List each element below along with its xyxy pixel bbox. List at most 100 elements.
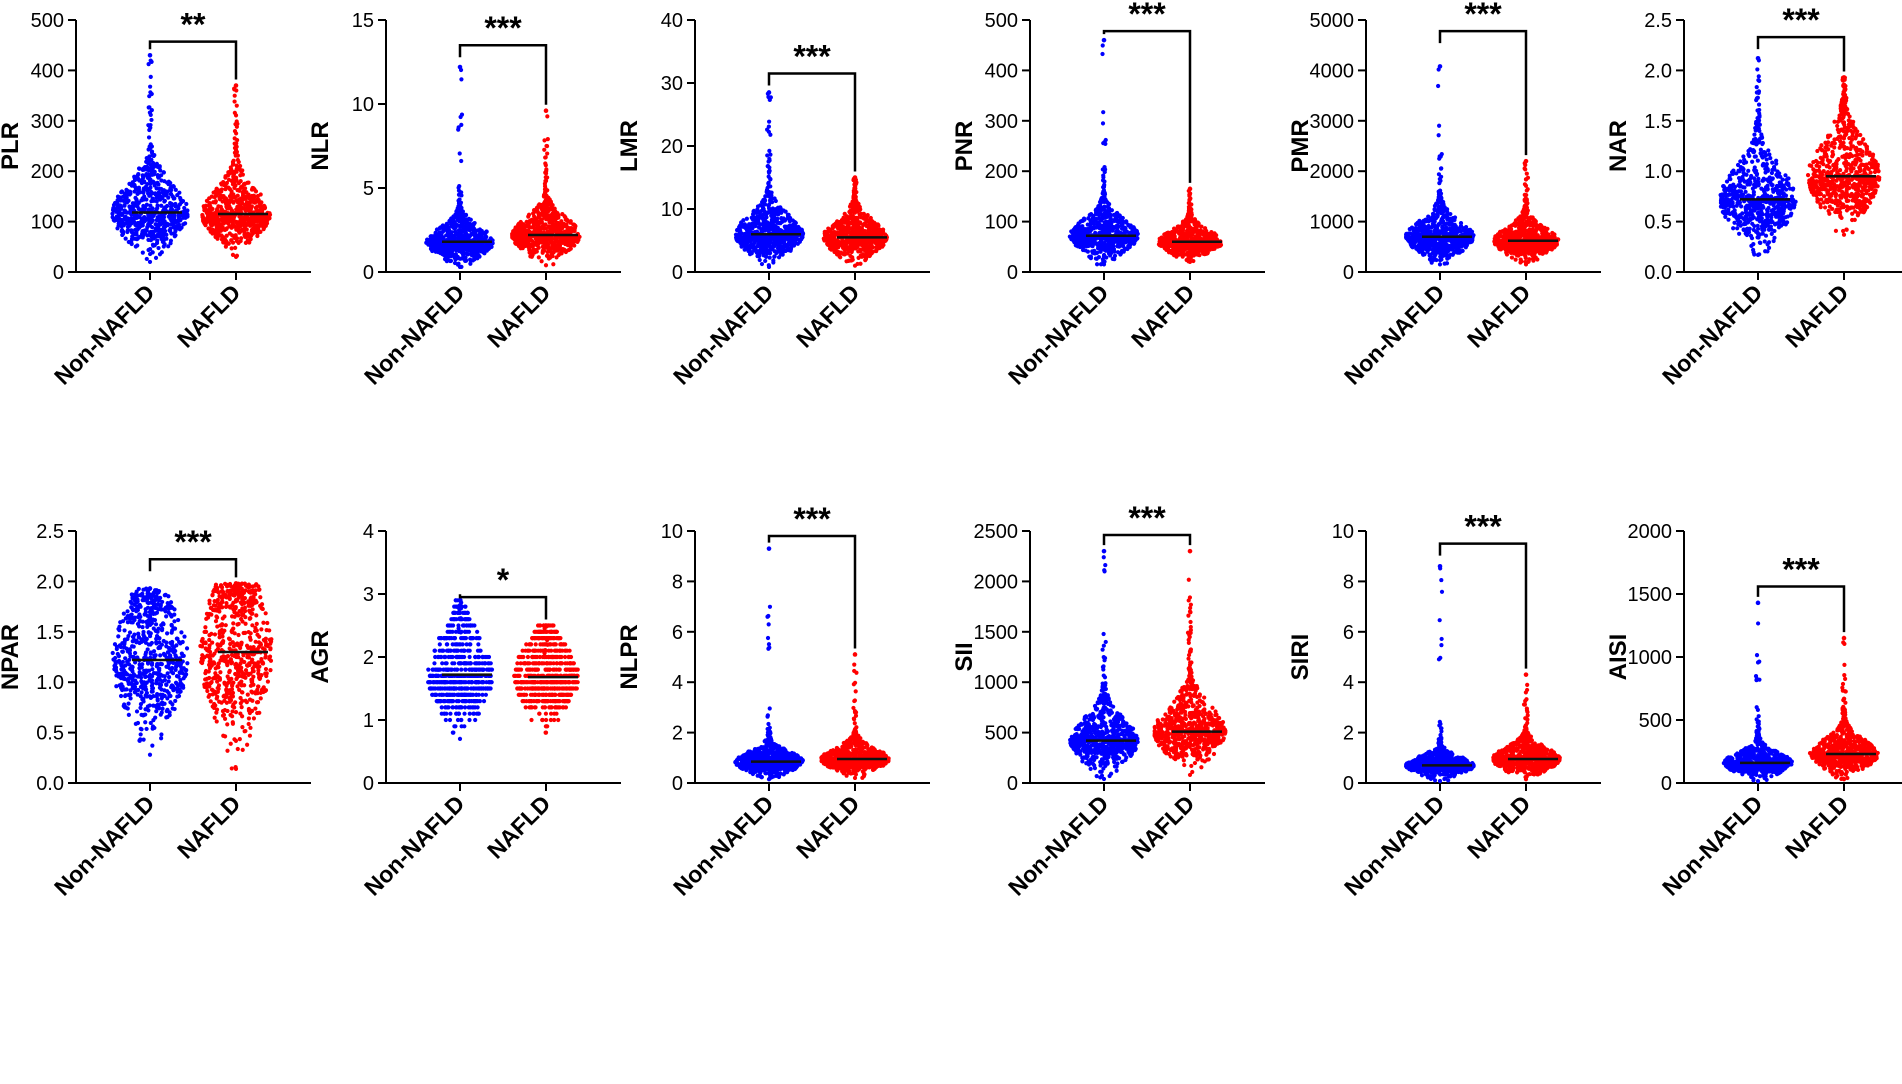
data-point xyxy=(136,190,141,195)
data-point xyxy=(562,247,567,252)
data-point xyxy=(217,197,223,202)
data-point xyxy=(779,217,784,222)
data-point xyxy=(232,93,237,98)
data-point xyxy=(219,193,224,198)
data-point xyxy=(141,190,146,195)
data-point xyxy=(460,221,465,227)
data-point xyxy=(752,240,757,245)
data-point xyxy=(775,225,780,230)
data-point xyxy=(526,239,531,244)
data-point xyxy=(758,244,763,249)
data-point xyxy=(539,207,545,212)
data-point xyxy=(868,219,873,224)
data-point xyxy=(853,205,858,210)
data-point xyxy=(457,247,462,253)
data-point xyxy=(149,91,154,97)
data-point xyxy=(543,263,549,268)
data-point xyxy=(542,138,547,143)
data-point xyxy=(852,181,858,186)
data-point xyxy=(251,220,256,225)
data-point xyxy=(555,220,561,226)
data-point xyxy=(825,241,830,246)
data-point xyxy=(443,242,448,247)
data-point xyxy=(156,245,161,251)
data-point xyxy=(169,207,175,212)
data-point xyxy=(146,135,152,140)
series-nafld xyxy=(200,83,273,259)
data-point xyxy=(762,202,768,207)
data-point xyxy=(540,244,545,249)
data-point xyxy=(782,224,787,229)
data-point xyxy=(517,232,523,237)
data-point xyxy=(445,231,451,237)
data-point xyxy=(242,229,247,235)
data-point xyxy=(831,235,837,240)
data-point xyxy=(264,221,270,226)
data-point xyxy=(1080,227,1085,232)
data-point xyxy=(141,186,146,191)
data-point xyxy=(162,225,167,230)
data-point xyxy=(1103,242,1108,248)
data-point xyxy=(825,232,830,237)
data-point xyxy=(142,206,147,211)
data-point xyxy=(472,249,478,254)
data-point xyxy=(1106,251,1112,256)
data-point xyxy=(233,113,239,118)
data-point xyxy=(164,232,169,237)
data-point xyxy=(251,193,257,198)
data-point xyxy=(1110,247,1116,252)
y-tick-label: 40 xyxy=(661,10,683,32)
data-point xyxy=(840,224,846,229)
data-point xyxy=(742,247,747,252)
data-point xyxy=(224,233,229,238)
y-tick-label: 10 xyxy=(661,199,683,221)
data-point xyxy=(765,153,770,158)
data-point xyxy=(472,255,477,261)
data-point xyxy=(168,191,174,197)
significance-label: *** xyxy=(793,39,831,75)
data-point xyxy=(234,119,239,124)
data-point xyxy=(141,196,146,201)
data-point xyxy=(1108,239,1114,244)
data-point xyxy=(450,244,455,249)
data-point xyxy=(773,198,778,204)
data-point xyxy=(166,195,171,200)
data-point xyxy=(115,200,120,206)
data-point xyxy=(549,224,554,229)
data-point xyxy=(110,211,115,216)
data-point xyxy=(255,227,260,232)
data-point xyxy=(133,195,138,200)
data-point xyxy=(132,236,138,241)
data-point xyxy=(1115,239,1120,245)
data-point xyxy=(542,222,547,227)
data-point xyxy=(866,228,871,233)
data-point xyxy=(572,222,577,227)
data-point xyxy=(1101,141,1106,146)
data-point xyxy=(140,250,145,255)
data-point xyxy=(1122,236,1127,242)
data-point xyxy=(142,215,147,220)
data-point xyxy=(180,213,185,218)
data-point xyxy=(767,97,772,103)
data-point xyxy=(536,213,541,218)
data-point xyxy=(518,220,524,225)
data-point xyxy=(778,205,783,210)
data-point xyxy=(543,108,549,114)
data-point xyxy=(1106,212,1111,217)
data-point xyxy=(236,181,242,186)
series-nafld xyxy=(1156,186,1224,265)
data-point xyxy=(527,218,532,223)
data-point xyxy=(487,245,492,250)
data-point xyxy=(480,245,486,250)
data-point xyxy=(1102,236,1107,241)
data-point xyxy=(775,246,781,251)
series-non-nafld xyxy=(733,90,806,270)
data-point xyxy=(755,209,760,215)
data-point xyxy=(146,191,151,196)
data-point xyxy=(459,77,464,82)
data-point xyxy=(543,163,548,168)
data-point xyxy=(768,240,773,245)
data-point xyxy=(120,232,125,238)
data-point xyxy=(766,119,772,124)
data-point xyxy=(553,237,559,242)
